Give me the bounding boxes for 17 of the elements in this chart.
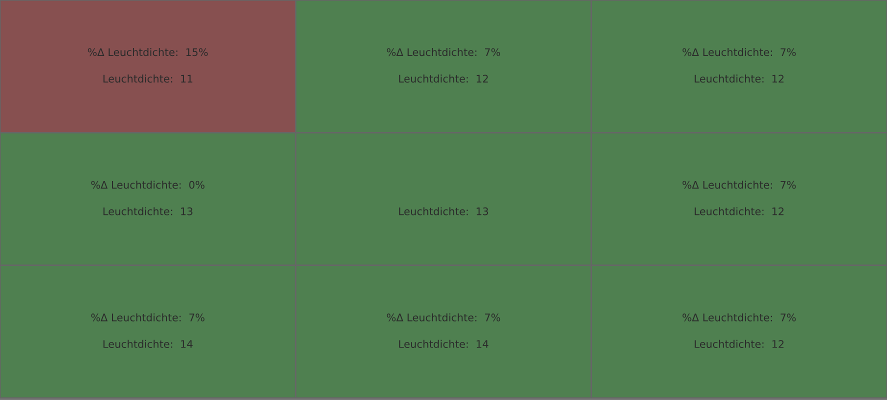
data-label: Leuchtdichte: 13	[399, 207, 488, 216]
data-label: Leuchtdichte: 11	[103, 74, 192, 83]
annotation: %Δ Leuchtdichte: 7%	[91, 313, 204, 322]
annotation: %Δ Leuchtdichte: 7%	[682, 48, 796, 56]
data-label: Leuchtdichte: 12	[694, 340, 784, 348]
data-label: Leuchtdichte: 12	[694, 207, 784, 216]
data-label: Leuchtdichte: 12	[399, 74, 488, 83]
annotation: %Δ Leuchtdichte: 7%	[386, 48, 500, 56]
annotation: %Δ Leuchtdichte: 7%	[682, 180, 796, 189]
data-label: Leuchtdichte: 14	[399, 340, 488, 348]
annotation: %Δ Leuchtdichte: 7%	[682, 313, 796, 322]
annotation: %Δ Leuchtdichte: 7%	[386, 313, 500, 322]
data-label: Leuchtdichte: 13	[103, 207, 192, 216]
annotation: %Δ Leuchtdichte: 15%	[88, 48, 208, 56]
data-label: Leuchtdichte: 14	[103, 340, 193, 348]
data-label: Leuchtdichte: 12	[694, 74, 784, 83]
annotation: %Δ Leuchtdichte: 0%	[91, 180, 204, 189]
